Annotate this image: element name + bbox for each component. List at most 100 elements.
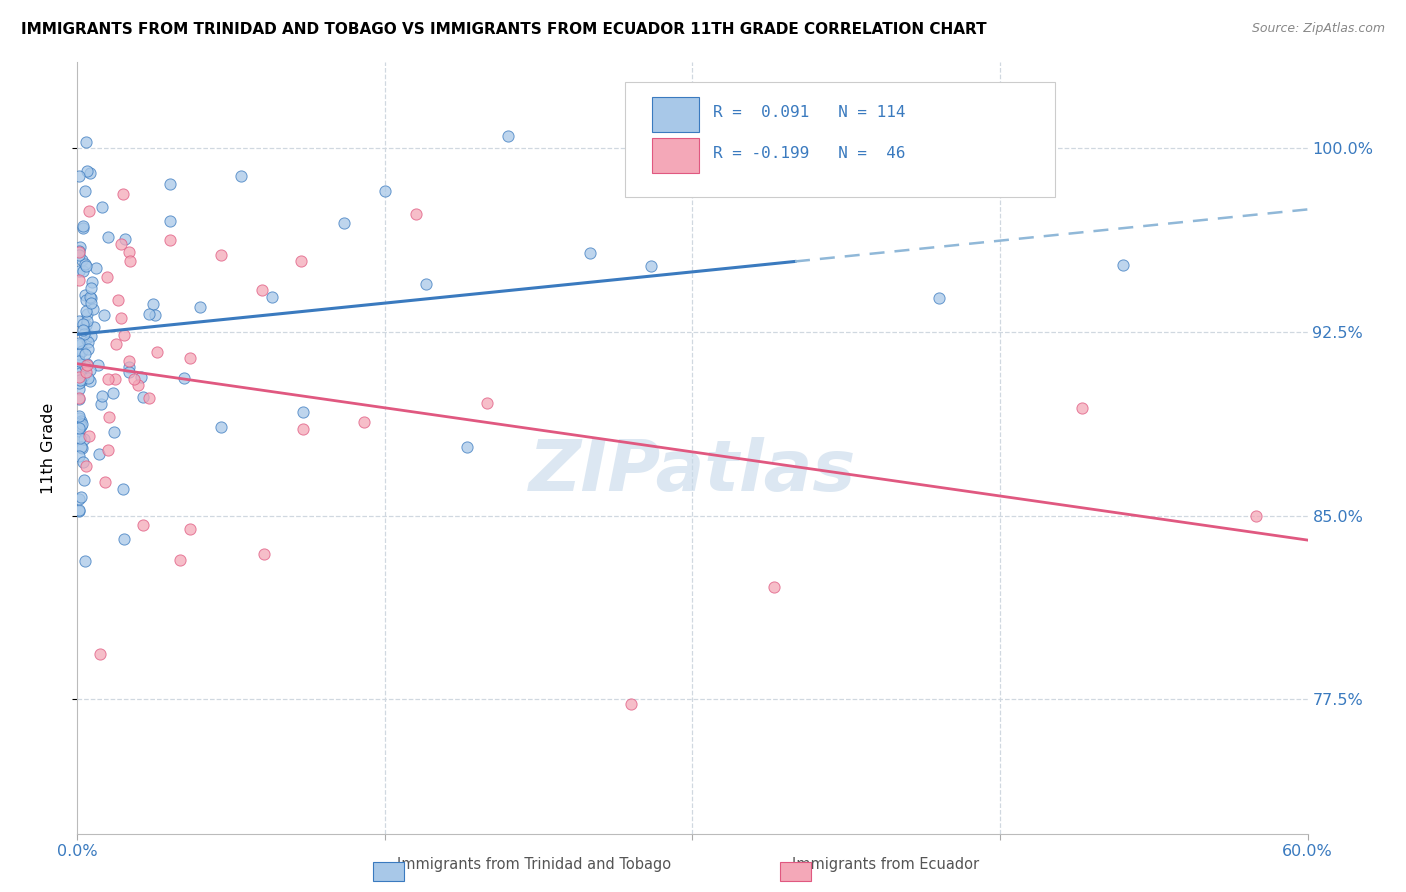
Bar [652, 138, 699, 173]
Point [69, 240, 91, 254]
Point [118, 245, 141, 260]
Point [80, 329, 103, 343]
Point [138, 307, 160, 321]
Point [209, 248, 232, 262]
Point [640, 259, 662, 273]
Point [69, 375, 91, 389]
Point [75, 135, 97, 149]
Point [76, 357, 98, 371]
Point [80, 291, 103, 305]
Point [114, 231, 136, 245]
Point [70, 440, 93, 454]
Point [72, 221, 94, 235]
Point [477, 396, 499, 410]
Point [290, 254, 312, 268]
Point [579, 246, 602, 260]
Point [75, 318, 97, 333]
Point [67, 314, 90, 328]
Point [76, 307, 98, 321]
Point [72, 473, 94, 487]
Point [405, 207, 427, 221]
Text: Immigrants from Ecuador: Immigrants from Ecuador [792, 857, 980, 872]
Point [75, 554, 97, 568]
Point [97, 230, 120, 244]
Point [928, 291, 950, 305]
Point [87, 359, 110, 373]
Point [70, 253, 93, 268]
Point [97, 442, 120, 457]
Point [353, 415, 375, 429]
Point [67, 347, 90, 361]
Point [67, 492, 90, 507]
Point [76, 358, 98, 372]
Point [83, 320, 105, 334]
Point [90, 389, 114, 403]
Point [79, 362, 101, 376]
Point [117, 354, 139, 368]
Point [77, 342, 100, 356]
Point [67, 382, 90, 396]
Point [333, 216, 356, 230]
Point [169, 553, 191, 567]
Point [76, 335, 98, 350]
Point [496, 128, 519, 143]
Point [1112, 258, 1135, 272]
Point [67, 169, 90, 183]
Point [79, 281, 101, 295]
Point [67, 503, 90, 517]
Point [146, 344, 169, 359]
Point [82, 302, 104, 317]
Point [76, 371, 98, 385]
Point [77, 428, 100, 442]
Point [96, 269, 118, 284]
Point [75, 293, 97, 307]
Point [72, 264, 94, 278]
Point [67, 364, 90, 378]
Point [97, 409, 120, 424]
Point [69, 490, 91, 504]
Point [82, 276, 104, 290]
Point [70, 418, 93, 433]
Point [72, 455, 94, 469]
Point [75, 184, 97, 198]
Point [112, 482, 135, 496]
Point [75, 303, 97, 318]
Text: Source: ZipAtlas.com: Source: ZipAtlas.com [1251, 22, 1385, 36]
Point [69, 416, 91, 430]
Bar [652, 97, 699, 132]
Point [70, 441, 93, 455]
Point [70, 336, 93, 351]
Text: ZIPatlas: ZIPatlas [529, 437, 856, 506]
Point [107, 293, 129, 308]
Point [132, 390, 155, 404]
Point [188, 301, 212, 315]
Point [110, 237, 132, 252]
Point [262, 290, 284, 304]
Point [72, 323, 94, 337]
Point [75, 332, 97, 346]
Point [80, 295, 103, 310]
Point [67, 424, 90, 438]
Point [70, 417, 93, 431]
Point [291, 422, 314, 436]
Point [90, 397, 112, 411]
Point [112, 186, 135, 201]
Point [67, 244, 90, 259]
Point [67, 273, 90, 287]
Point [1246, 509, 1268, 524]
Point [97, 372, 120, 386]
Point [103, 425, 125, 439]
Point [69, 373, 91, 387]
Point [67, 410, 90, 425]
Text: Immigrants from Trinidad and Tobago: Immigrants from Trinidad and Tobago [398, 857, 671, 872]
Point [104, 372, 127, 386]
Point [122, 372, 145, 386]
Point [76, 164, 98, 178]
Point [72, 317, 94, 331]
Point [159, 233, 181, 247]
Point [374, 185, 396, 199]
Point [69, 414, 91, 428]
Point [75, 365, 97, 379]
Point [93, 308, 115, 322]
Point [103, 385, 125, 400]
